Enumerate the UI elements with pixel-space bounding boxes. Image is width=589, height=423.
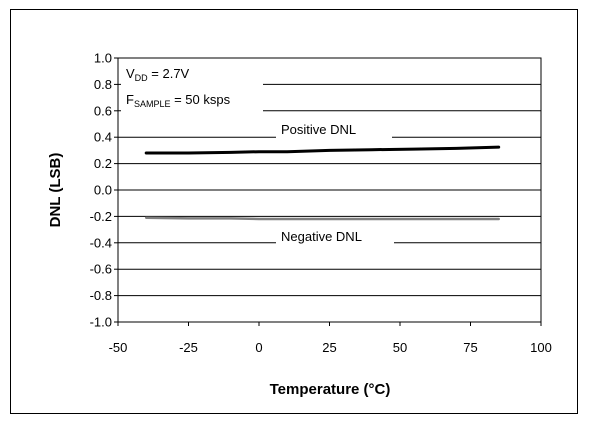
x-tick-label: 25 (322, 340, 336, 355)
fsample-annotation: FSAMPLE = 50 ksps (126, 92, 231, 109)
x-tick-label: 0 (255, 340, 262, 355)
y-tick-label: 0.0 (94, 183, 112, 198)
y-axis-title: DNL (LSB) (47, 153, 64, 228)
y-tick-label: 0.4 (94, 130, 112, 145)
vdd-annotation: VDD = 2.7V (126, 66, 190, 83)
positive-label-bg (276, 120, 392, 138)
y-tick-label: 1.0 (94, 51, 112, 66)
negative-dnl-label: Negative DNL (281, 229, 362, 244)
y-tick-label: 0.8 (94, 77, 112, 92)
x-tick-label: 50 (393, 340, 407, 355)
x-tick-label: 100 (530, 340, 552, 355)
chart-frame (10, 9, 578, 414)
series-lines (144, 145, 501, 221)
x-tick-label: -50 (109, 340, 128, 355)
y-tick-label: -0.8 (90, 288, 112, 303)
y-tick-label: 0.2 (94, 156, 112, 171)
annotation-box (121, 62, 263, 112)
y-tick-label: -0.2 (90, 209, 112, 224)
negative-label-bg (276, 227, 394, 245)
positive-dnl-line (144, 145, 501, 155)
x-tick-label: -25 (179, 340, 198, 355)
x-axis-ticks: -50 -25 0 25 50 75 100 (109, 322, 552, 355)
negative-dnl-line (144, 216, 500, 221)
positive-dnl-label: Positive DNL (281, 122, 356, 137)
y-tick-label: 0.6 (94, 103, 112, 118)
y-axis-ticks: 1.0 0.8 0.6 0.4 0.2 0.0 -0.2 -0.4 -0.6 -0.8 -1.0 (90, 51, 118, 330)
x-axis-title: Temperature (°C) (270, 381, 391, 398)
x-tick-label: 75 (463, 340, 477, 355)
y-tick-label: -1.0 (90, 315, 112, 330)
y-tick-label: -0.4 (90, 235, 112, 250)
y-tick-label: -0.6 (90, 262, 112, 277)
